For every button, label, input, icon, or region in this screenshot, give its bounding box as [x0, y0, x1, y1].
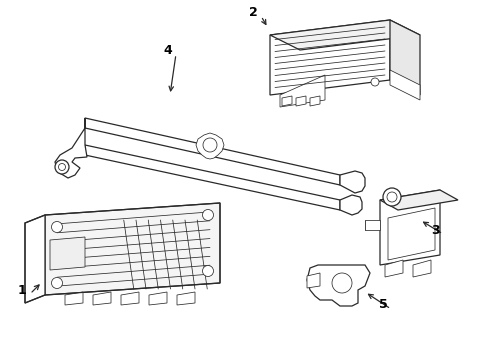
Polygon shape — [390, 70, 420, 100]
Polygon shape — [340, 195, 362, 215]
Circle shape — [202, 210, 214, 220]
Circle shape — [371, 78, 379, 86]
Text: 5: 5 — [379, 298, 388, 311]
Polygon shape — [413, 260, 431, 277]
Polygon shape — [121, 292, 139, 305]
Text: 3: 3 — [431, 224, 440, 237]
Polygon shape — [380, 190, 440, 265]
Polygon shape — [390, 20, 420, 95]
Circle shape — [51, 278, 63, 288]
Circle shape — [55, 160, 69, 174]
Polygon shape — [149, 292, 167, 305]
Polygon shape — [310, 96, 320, 106]
Polygon shape — [282, 96, 292, 106]
Polygon shape — [307, 273, 320, 288]
Circle shape — [202, 266, 214, 276]
Circle shape — [332, 273, 352, 293]
Polygon shape — [270, 20, 390, 95]
Text: 4: 4 — [164, 44, 172, 57]
Polygon shape — [65, 292, 83, 305]
Circle shape — [58, 163, 66, 171]
Text: 1: 1 — [18, 284, 26, 297]
Polygon shape — [296, 96, 306, 106]
Polygon shape — [380, 190, 458, 210]
Polygon shape — [307, 265, 370, 306]
Polygon shape — [196, 133, 224, 159]
Polygon shape — [270, 20, 420, 50]
Polygon shape — [365, 220, 380, 230]
Polygon shape — [85, 145, 340, 210]
Polygon shape — [280, 75, 325, 107]
Circle shape — [51, 221, 63, 233]
Polygon shape — [45, 203, 220, 295]
Text: 2: 2 — [248, 5, 257, 18]
Polygon shape — [25, 215, 45, 303]
Polygon shape — [385, 260, 403, 277]
Circle shape — [383, 188, 401, 206]
Polygon shape — [340, 171, 365, 193]
Polygon shape — [55, 118, 87, 178]
Circle shape — [203, 138, 217, 152]
Polygon shape — [50, 237, 85, 270]
Polygon shape — [177, 292, 195, 305]
Polygon shape — [85, 118, 340, 185]
Polygon shape — [388, 208, 435, 260]
Circle shape — [387, 192, 397, 202]
Polygon shape — [93, 292, 111, 305]
